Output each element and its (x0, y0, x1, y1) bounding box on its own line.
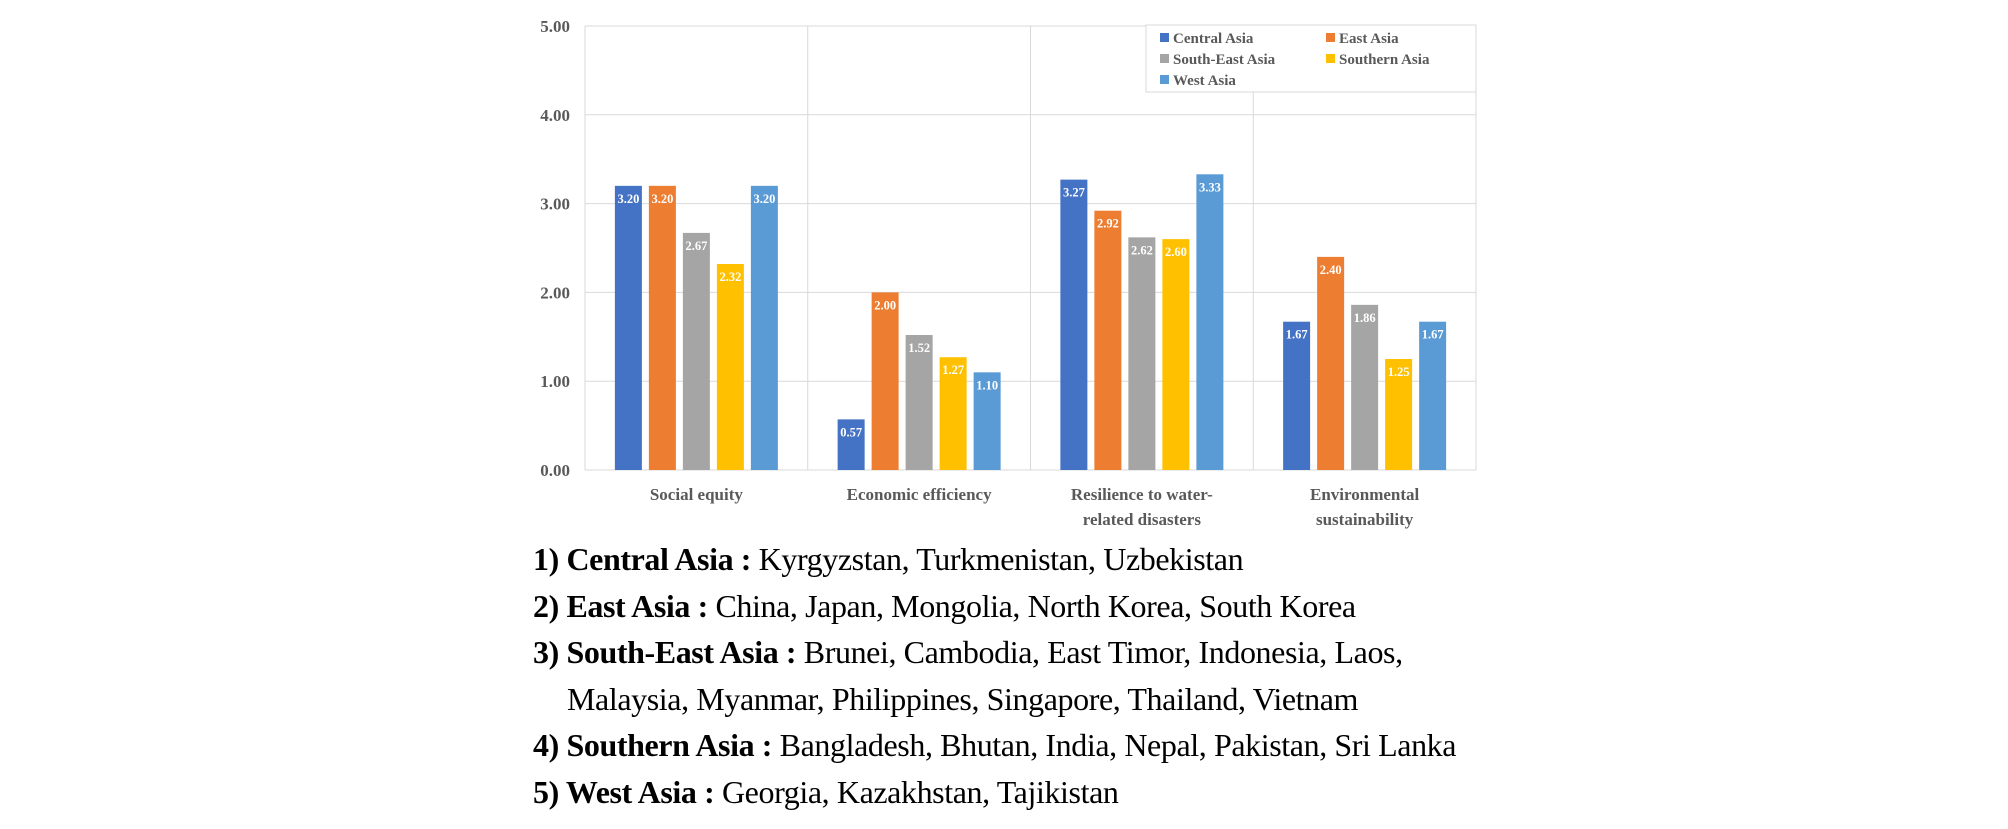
note-text: Bangladesh, Bhutan, India, Nepal, Pakist… (772, 727, 1457, 763)
legend-label: West Asia (1173, 73, 1236, 89)
data-label: 1.25 (1388, 365, 1410, 379)
bar (682, 232, 710, 470)
data-label: 2.67 (685, 239, 707, 253)
bar (871, 292, 899, 470)
bar (1317, 256, 1345, 470)
bar (905, 335, 933, 470)
bar (716, 263, 744, 470)
bar (973, 372, 1001, 470)
y-tick-label: 1.00 (540, 372, 570, 391)
data-label: 2.32 (719, 270, 741, 284)
legend: Central Asia East Asia South-East Asia Sout… (1145, 24, 1477, 93)
note-line-1: 1) Central Asia : Kyrgyzstan, Turkmenist… (533, 536, 1533, 583)
x-category-label: related disasters (1083, 510, 1202, 529)
data-label: 1.86 (1354, 311, 1376, 325)
x-category-label: Social equity (650, 485, 744, 504)
x-category-label: Resilience to water- (1071, 485, 1213, 504)
legend-swatch (1326, 33, 1335, 42)
bar (837, 419, 865, 470)
note-line-3: 3) South-East Asia : Brunei, Cambodia, E… (533, 629, 1533, 676)
bar (614, 185, 642, 470)
legend-label: Southern Asia (1339, 52, 1430, 68)
legend-swatch (1326, 54, 1335, 63)
note-text: Brunei, Cambodia, East Timor, Indonesia,… (796, 634, 1403, 670)
legend-swatch (1160, 75, 1169, 84)
bar (1419, 321, 1447, 470)
note-line-2: 2) East Asia : China, Japan, Mongolia, N… (533, 583, 1533, 630)
labels-layer: 3.20 3.20 2.67 2.32 3.20 0.57 2.00 1.52 1.27 1.10… (617, 180, 1443, 439)
data-label: 3.20 (651, 192, 673, 206)
note-text: Kyrgyzstan, Turkmenistan, Uzbekistan (751, 541, 1244, 577)
data-label: 3.20 (753, 192, 775, 206)
x-category-label: Environmental (1310, 485, 1420, 504)
y-tick-label: 2.00 (540, 283, 570, 302)
x-category-label: Economic efficiency (847, 485, 992, 504)
note-label: 5) West Asia : (533, 773, 715, 810)
bar (1128, 237, 1156, 470)
note-label: 4) Southern Asia : (533, 727, 773, 763)
data-label: 1.67 (1286, 328, 1308, 342)
data-label: 3.27 (1063, 186, 1085, 200)
legend-label: South-East Asia (1173, 52, 1276, 68)
bar (939, 357, 967, 470)
y-tick-label: 5.00 (540, 17, 570, 36)
bar (1196, 174, 1224, 470)
data-label: 1.10 (976, 378, 998, 392)
bar (1162, 239, 1190, 470)
note-line-3-continued: Malaysia, Myanmar, Philippines, Singapor… (533, 676, 1533, 723)
note-label: 1) Central Asia : (533, 541, 752, 577)
note-text: Georgia, Kazakhstan, Tajikistan (714, 773, 1119, 810)
bar (1283, 321, 1311, 470)
legend-box (1145, 24, 1477, 93)
bar (1094, 210, 1122, 471)
legend-label: East Asia (1339, 31, 1399, 47)
y-tick-label: 0.00 (540, 461, 570, 480)
note-label: 2) East Asia : (533, 587, 708, 624)
bar (1060, 179, 1088, 470)
note-text: Malaysia, Myanmar, Philippines, Singapor… (567, 680, 1359, 717)
legend-swatch (1160, 33, 1169, 42)
data-label: 1.52 (908, 341, 930, 355)
data-label: 0.57 (840, 425, 862, 439)
axis-layer: 0.00 1.00 2.00 3.00 4.00 5.00 Social equity Eco… (540, 17, 1419, 529)
bars-layer (614, 174, 1447, 471)
data-label: 2.62 (1131, 243, 1153, 257)
region-notes: 1) Central Asia : Kyrgyzstan, Turkmenist… (533, 536, 1533, 815)
bar (648, 185, 676, 470)
y-tick-label: 4.00 (540, 106, 570, 125)
x-category-label: sustainability (1316, 510, 1414, 529)
bar (750, 185, 778, 470)
bar (1385, 359, 1413, 470)
note-line-5: 5) West Asia : Georgia, Kazakhstan, Taji… (533, 769, 1533, 816)
legend-swatch (1160, 54, 1169, 63)
note-text: China, Japan, Mongolia, North Korea, Sou… (707, 587, 1356, 624)
data-label: 2.60 (1165, 245, 1187, 259)
data-label: 2.00 (874, 298, 896, 312)
data-label: 1.27 (942, 363, 964, 377)
data-label: 3.33 (1199, 180, 1221, 194)
note-line-4: 4) Southern Asia : Bangladesh, Bhutan, I… (533, 722, 1533, 769)
bar (1351, 304, 1379, 470)
data-label: 1.67 (1422, 328, 1444, 342)
data-label: 2.92 (1097, 217, 1119, 231)
y-tick-label: 3.00 (540, 195, 570, 214)
note-label: 3) South-East Asia : (533, 634, 797, 670)
legend-label: Central Asia (1173, 31, 1254, 47)
data-label: 3.20 (617, 192, 639, 206)
data-label: 2.40 (1320, 263, 1342, 277)
